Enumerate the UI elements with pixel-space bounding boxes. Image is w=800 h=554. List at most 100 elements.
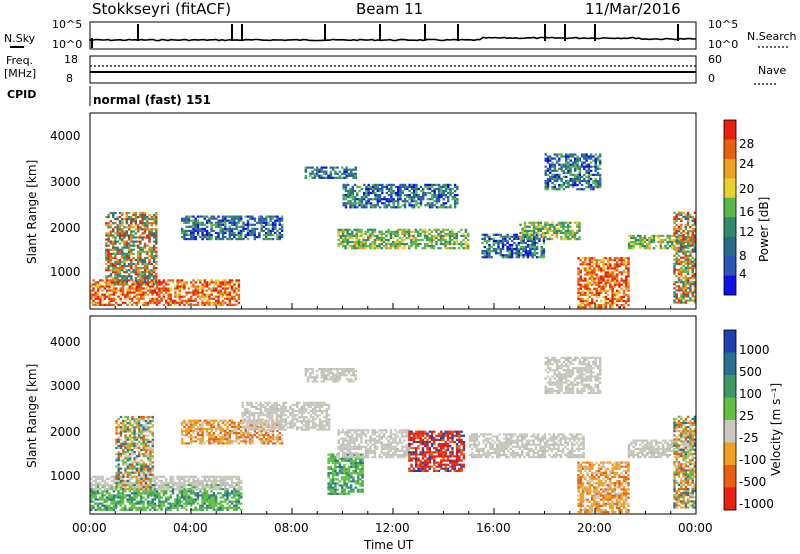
heatmap-cell	[597, 267, 601, 270]
heatmap-cell	[226, 496, 229, 499]
heatmap-cell	[576, 163, 579, 166]
heatmap-cell	[210, 281, 213, 284]
heatmap-cell	[682, 293, 685, 296]
heatmap-cell	[246, 238, 250, 241]
heatmap-cell	[174, 287, 177, 290]
heatmap-cell	[504, 243, 507, 247]
heatmap-cell	[553, 163, 556, 166]
heatmap-cell	[121, 224, 124, 227]
heatmap-cell	[269, 219, 272, 222]
heatmap-cell	[158, 484, 161, 487]
heatmap-cell	[648, 236, 651, 240]
heatmap-cell	[112, 506, 116, 509]
heatmap-cell	[190, 498, 193, 501]
heatmap-cell	[90, 293, 93, 296]
heatmap-cell	[194, 299, 197, 302]
heatmap-cell	[495, 250, 498, 253]
heatmap-cell	[119, 426, 123, 429]
heatmap-cell	[405, 230, 408, 233]
heatmap-cell	[185, 291, 188, 294]
heatmap-cell	[278, 233, 281, 237]
heatmap-cell	[115, 481, 118, 485]
heatmap-cell	[558, 173, 561, 176]
heatmap-cell	[569, 173, 572, 176]
heatmap-cell	[134, 218, 138, 221]
heatmap-cell	[219, 500, 222, 503]
heatmap-cell	[684, 283, 687, 286]
heatmap-cell	[194, 498, 197, 501]
heatmap-cell	[344, 245, 347, 248]
heatmap-cell	[600, 279, 603, 282]
heatmap-cell	[94, 283, 97, 286]
heatmap-cell	[686, 258, 690, 261]
heatmap-cell	[130, 248, 133, 251]
heatmap-cell	[199, 297, 202, 300]
heatmap-cell	[422, 194, 425, 197]
heatmap-cell	[137, 254, 140, 257]
heatmap-cell	[367, 191, 370, 195]
heatmap-cell	[196, 229, 200, 232]
heatmap-cell	[580, 163, 584, 166]
heatmap-cell	[327, 174, 330, 177]
heatmap-cell	[176, 301, 179, 304]
heatmap-cell	[539, 223, 543, 226]
heatmap-cell	[381, 183, 384, 186]
heatmap-cell	[355, 236, 358, 240]
heatmap-cell	[107, 224, 110, 227]
heatmap-cell	[396, 238, 399, 242]
heatmap-cell	[121, 222, 124, 225]
heatmap-cell	[539, 227, 543, 230]
heatmap-cell	[117, 446, 120, 450]
heatmap-cell	[146, 267, 149, 270]
heatmap-cell	[124, 471, 127, 474]
heatmap-cell	[221, 279, 225, 282]
heatmap-cell	[112, 287, 116, 290]
heatmap-cell	[618, 271, 621, 274]
heatmap-cell	[123, 262, 126, 266]
heatmap-cell	[210, 500, 213, 503]
heatmap-cell	[217, 492, 220, 495]
heatmap-cell	[339, 243, 343, 246]
heatmap-cell	[171, 492, 175, 495]
heatmap-cell	[673, 219, 676, 222]
heatmap-cell	[148, 232, 151, 235]
heatmap-cell	[94, 281, 97, 284]
heatmap-cell	[555, 188, 559, 191]
heatmap-cell	[251, 223, 254, 226]
heatmap-cell	[586, 263, 589, 266]
heatmap-cell	[689, 287, 692, 290]
heatmap-cell	[661, 238, 665, 242]
heatmap-cell	[123, 244, 126, 247]
heatmap-cell	[583, 153, 586, 156]
heatmap-cell	[532, 231, 536, 235]
heatmap-cell	[230, 287, 234, 290]
heatmap-cell	[577, 306, 580, 309]
heatmap-cell	[528, 233, 531, 237]
heatmap-cell	[130, 279, 133, 282]
heatmap-cell	[390, 185, 393, 188]
heatmap-cell	[574, 165, 577, 168]
heatmap-cell	[228, 279, 231, 282]
heatmap-cell	[648, 243, 651, 246]
heatmap-cell	[675, 232, 678, 235]
heatmap-cell	[224, 477, 227, 480]
heatmap-cell	[146, 289, 150, 292]
heatmap-cell	[447, 187, 450, 191]
heatmap-cell	[613, 275, 617, 278]
heatmap-cell	[414, 228, 418, 231]
heatmap-cell	[684, 270, 687, 274]
heatmap-cell	[374, 204, 377, 207]
heatmap-cell	[160, 479, 163, 483]
heatmap-cell	[219, 481, 222, 485]
heatmap-cell	[133, 492, 136, 495]
heatmap-cell	[228, 475, 231, 478]
heatmap-cell	[196, 481, 200, 485]
heatmap-cell	[451, 198, 454, 201]
heatmap-cell	[187, 488, 191, 491]
heatmap-cell	[190, 236, 193, 239]
heatmap-cell	[680, 211, 683, 214]
heatmap-cell	[126, 295, 129, 298]
heatmap-cell	[92, 504, 95, 507]
heatmap-cell	[634, 240, 637, 244]
heatmap-cell	[684, 213, 687, 216]
